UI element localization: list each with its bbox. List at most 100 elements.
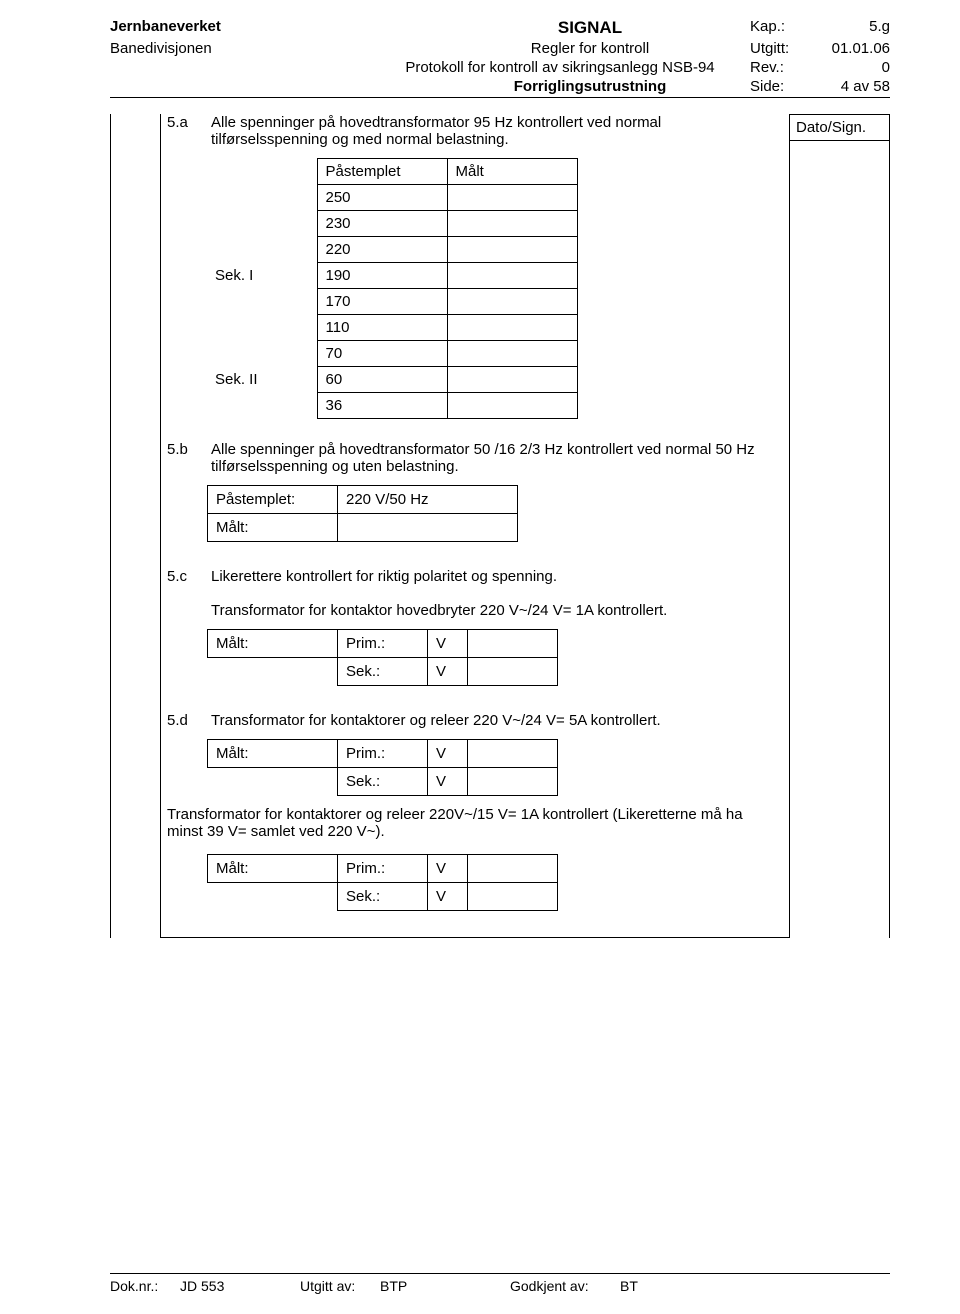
header-underline [110,97,890,98]
row-label: Sek. I [207,263,317,289]
row-label [207,211,317,237]
row-label [207,393,317,419]
section-5d-row: 5.d Transformator for kontaktorer og rel… [161,712,789,729]
division-name: Banedivisjonen [110,40,430,57]
meas-cell[interactable] [447,289,577,315]
rev-label: Rev.: [750,59,784,76]
stamp-value: 220 V/50 Hz [338,486,518,514]
stamp-cell: 170 [317,289,447,315]
org-name: Jernbaneverket [110,18,430,38]
stamp-cell: 110 [317,315,447,341]
title-signal: SIGNAL [430,18,750,38]
dok-label: Dok.nr.: [110,1278,180,1294]
header-row-3: Protokoll for kontroll av sikringsanlegg… [110,59,890,76]
row-label: Sek. II [207,367,317,393]
utgitt-label: Utgitt: [750,40,789,57]
meas-label: Målt: [208,514,338,542]
stamp-cell: 220 [317,237,447,263]
side-value: 4 av 58 [841,78,890,95]
utgitt-av-value: BTP [380,1278,510,1294]
col-stamp-header: Påstemplet [317,159,447,185]
kap-field: Kap.: 5.g [750,18,890,38]
stamp-cell: 60 [317,367,447,393]
section-5b-row: 5.b Alle spenninger på hovedtransformato… [161,441,789,475]
kap-value: 5.g [869,18,890,38]
sek-value[interactable] [468,768,558,796]
title-forrigling: Forriglingsutrustning [430,78,750,95]
meas-cell[interactable] [447,341,577,367]
v-unit: V [428,855,468,883]
section-5c-text1: Likerettere kontrollert for riktig polar… [211,568,557,585]
voltages-table: Påstemplet Målt 250 230 220 Sek. I190 17… [207,158,578,419]
sek-label: Sek.: [338,768,428,796]
stamp-label: Påstemplet: [208,486,338,514]
section-5c-num: 5.c [161,568,211,619]
section-5c-row: 5.c Likerettere kontrollert for riktig p… [161,568,789,619]
v-unit: V [428,883,468,911]
prim-sek-table: Målt: Prim.: V Sek.: V [207,854,558,911]
main-area: 5.a Alle spenninger på hovedtransformato… [110,114,890,938]
meas-label: Målt: [208,630,338,658]
section-5c-text: Likerettere kontrollert for riktig polar… [211,568,789,619]
header-row-4: Forriglingsutrustning Side: 4 av 58 [110,78,890,95]
section-5d-num: 5.d [161,712,211,729]
col-meas-header: Målt [447,159,577,185]
stamp-cell: 190 [317,263,447,289]
prim-value[interactable] [468,630,558,658]
dato-sign-header: Dato/Sign. [790,114,889,141]
title-regler: Regler for kontroll [430,40,750,57]
utgitt-av-label: Utgitt av: [300,1278,380,1294]
prim-sek-table: Målt: Prim.: V Sek.: V [207,739,558,796]
meas-cell[interactable] [447,263,577,289]
meas-cell[interactable] [447,237,577,263]
sek-value[interactable] [468,658,558,686]
section-5a-num: 5.a [161,114,211,148]
row-label [207,315,317,341]
section-5c-text2: Transformator for kontaktor hovedbryter … [211,602,667,619]
meas-cell[interactable] [447,211,577,237]
stamp-cell: 250 [317,185,447,211]
prim-value[interactable] [468,855,558,883]
v-unit: V [428,740,468,768]
section-5b-num: 5.b [161,441,211,475]
meas-cell[interactable] [447,367,577,393]
section-5a-text: Alle spenninger på hovedtransformator 95… [211,114,789,148]
meas-label: Målt: [208,740,338,768]
row-label [207,237,317,263]
prim-label: Prim.: [338,740,428,768]
sek-value[interactable] [468,883,558,911]
row-label [207,341,317,367]
godkjent-av-label: Godkjent av: [510,1278,620,1294]
prim-sek-table: Målt: Prim.: V Sek.: V [207,629,558,686]
section-5a-table-block: Påstemplet Målt 250 230 220 Sek. I190 17… [161,158,789,441]
side-field: Side: 4 av 58 [750,78,890,95]
stamp-cell: 36 [317,393,447,419]
godkjent-av-value: BT [620,1278,890,1294]
sek-label: Sek.: [338,883,428,911]
footer: Dok.nr.: JD 553 Utgitt av: BTP Godkjent … [110,1273,890,1294]
header-row-2: Banedivisjonen Regler for kontroll Utgit… [110,40,890,57]
v-unit: V [428,630,468,658]
meas-cell[interactable] [447,393,577,419]
side-label: Side: [750,78,784,95]
rev-field: Rev.: 0 [750,59,890,76]
meas-cell[interactable] [447,185,577,211]
utgitt-field: Utgitt: 01.01.06 [750,40,890,57]
kap-label: Kap.: [750,18,785,38]
header-row-1: Jernbaneverket SIGNAL Kap.: 5.g [110,18,890,38]
stamp-cell: 230 [317,211,447,237]
prim-label: Prim.: [338,630,428,658]
prim-value[interactable] [468,740,558,768]
meas-value[interactable] [338,514,518,542]
section-5a-row: 5.a Alle spenninger på hovedtransformato… [161,114,789,148]
section-5d-text: Transformator for kontaktorer og releer … [211,712,789,729]
v-unit: V [428,768,468,796]
section-5d-table-block-1: Målt: Prim.: V Sek.: V Transformator for… [161,739,789,937]
title-protokoll: Protokoll for kontroll av sikringsanlegg… [370,59,750,76]
dok-value: JD 553 [180,1278,300,1294]
utgitt-value: 01.01.06 [832,40,890,57]
prim-label: Prim.: [338,855,428,883]
meas-cell[interactable] [447,315,577,341]
section-5c-table-block: Målt: Prim.: V Sek.: V [161,629,789,712]
meas-label: Målt: [208,855,338,883]
